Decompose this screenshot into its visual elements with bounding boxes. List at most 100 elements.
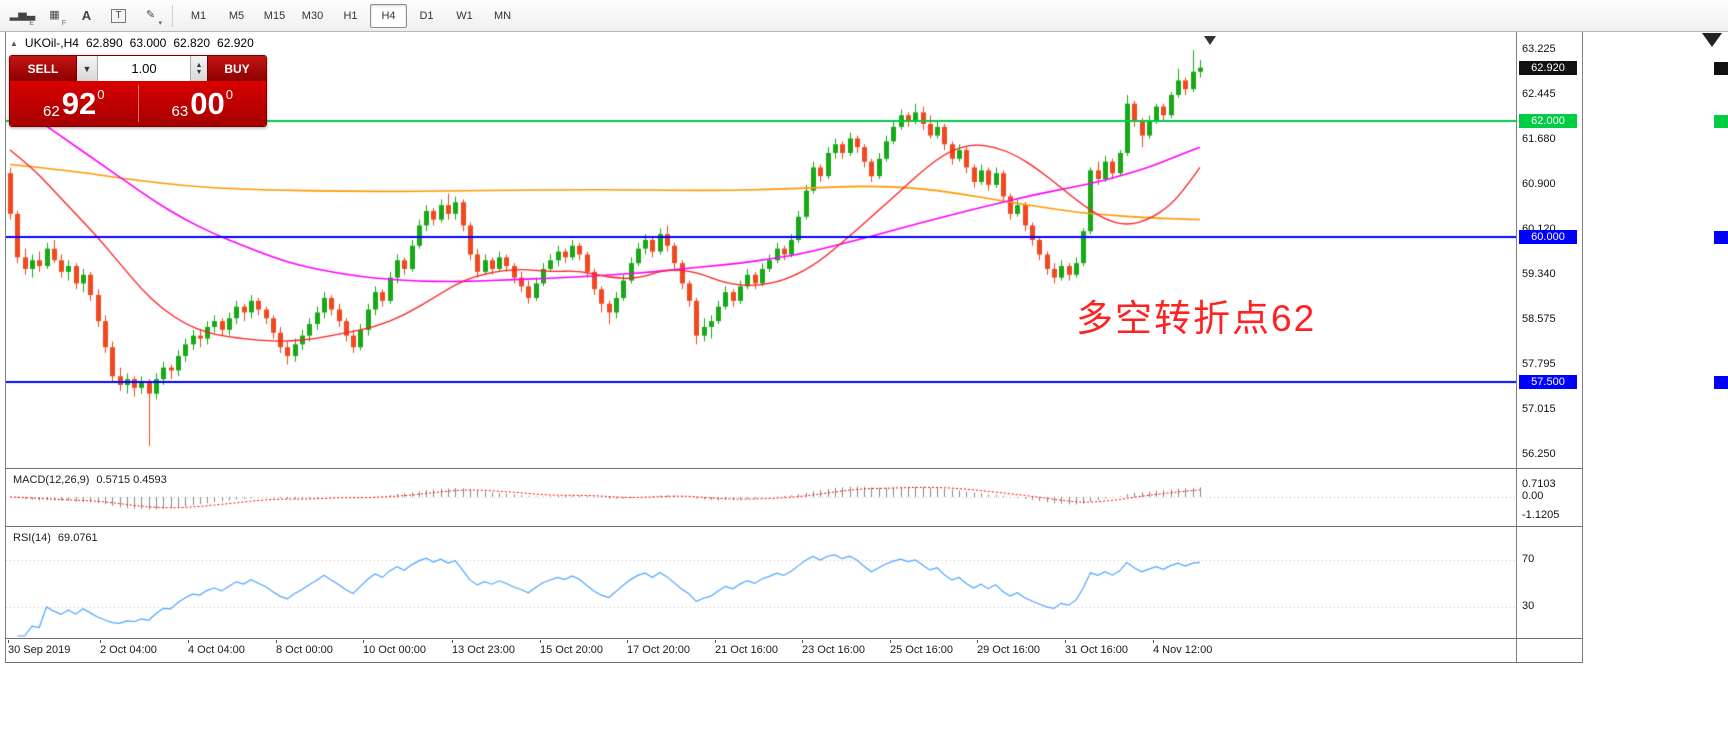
time-axis-label: 13 Oct 23:00 [452, 644, 515, 656]
timeframe-m1-button[interactable]: M1 [190, 9, 207, 22]
macd-label: MACD(12,26,9) [13, 474, 90, 486]
hline-price-tag: 62.000 [1519, 114, 1577, 129]
rsi-level-label: 70 [1522, 553, 1535, 565]
sell-price[interactable]: 62 92 0 [10, 81, 138, 126]
time-tick [715, 640, 716, 643]
time-axis-label: 17 Oct 20:00 [627, 644, 690, 656]
macd-indicator-panel[interactable] [6, 470, 1516, 526]
time-tick [363, 640, 364, 643]
time-tick [1153, 640, 1154, 643]
text-tool-a-button[interactable]: A [72, 3, 101, 29]
timeframe-mn-button[interactable]: MN [493, 9, 512, 22]
price-tick-label: 57.795 [1522, 357, 1556, 370]
time-tick [627, 640, 628, 643]
time-axis-label: 21 Oct 16:00 [715, 644, 778, 656]
time-axis-label: 31 Oct 16:00 [1065, 644, 1128, 656]
sell-price-pip: 0 [97, 87, 105, 102]
time-axis-label: 10 Oct 00:00 [363, 644, 426, 656]
draw-tool-button[interactable]: ✎ ▾ [136, 3, 165, 29]
panel-collapse-icon[interactable]: ▲ [10, 38, 18, 48]
macd-axis-label: 0.00 [1522, 490, 1544, 502]
close-value: 62.920 [217, 36, 254, 50]
trade-panel-prices: 62 92 0 63 00 0 [10, 81, 266, 126]
chart-tool-e-button[interactable]: ▂▅▃ E [8, 3, 37, 29]
timeframe-w1-button[interactable]: W1 [456, 9, 473, 22]
background-chart-shift-marker [1702, 33, 1722, 47]
main-chart-panel[interactable] [6, 32, 1516, 468]
rsi-level-label: 30 [1522, 600, 1535, 612]
price-tick-label: 63.225 [1522, 43, 1556, 55]
time-tick [1065, 640, 1066, 643]
time-axis[interactable]: 30 Sep 2019 2 Oct 04:00 4 Oct 04:00 8 Oct 0… [6, 640, 1516, 662]
volume-input[interactable]: 1.00 [98, 56, 190, 81]
time-axis-label: 4 Nov 12:00 [1153, 644, 1213, 656]
right-edge-price-marker [1714, 61, 1728, 75]
price-axis[interactable]: 63.22562.44561.68060.90060.12059.34058.5… [1516, 32, 1582, 662]
sell-price-big: 92 [61, 86, 97, 121]
chart-tool-e-badge: E [29, 19, 34, 27]
ohlc-readout: 62.890 63.000 62.820 62.920 [86, 36, 254, 50]
chart-window-left-border [5, 32, 6, 662]
time-axis-label: 8 Oct 00:00 [276, 644, 333, 656]
chart-window-bottom-border [5, 662, 1583, 663]
timeframe-d1-button[interactable]: D1 [419, 9, 434, 22]
timeframe-h4-button[interactable]: H4 [370, 3, 407, 28]
time-tick [802, 640, 803, 643]
panel-separator[interactable] [5, 526, 1583, 527]
sell-button[interactable]: SELL [10, 56, 77, 81]
text-tool-t-icon: T [111, 8, 126, 23]
time-axis-label: 30 Sep 2019 [8, 644, 71, 656]
hline-price-tag: 60.000 [1519, 230, 1577, 245]
toolbar: ▂▅▃ E ▦ F A T ✎ ▾ M1 M5 M15 M30 H1 H4 D1 W1 MN [0, 0, 1728, 32]
time-axis-label: 15 Oct 20:00 [540, 644, 603, 656]
draw-tool-icon: ✎ [145, 9, 156, 21]
right-edge-price-marker [1714, 231, 1728, 245]
macd-values: 0.5715 0.4593 [96, 474, 167, 486]
macd-axis-label: 0.7103 [1522, 477, 1556, 490]
drawing-tools-group: ▂▅▃ E ▦ F A T ✎ ▾ [8, 3, 165, 29]
timeframe-m5-button[interactable]: M5 [228, 9, 245, 22]
buy-button[interactable]: BUY [207, 56, 266, 81]
buy-price-pip: 0 [225, 87, 233, 102]
trade-panel-controls: SELL ▼ 1.00 ▲ ▼ BUY [10, 56, 266, 81]
timeframe-group: M1 M5 M15 M30 H1 H4 D1 W1 MN [180, 3, 521, 28]
symbol-name: UKOil-,H4 [24, 36, 79, 50]
chart-title: ▲ UKOil-,H4 62.890 63.000 62.820 62.920 [10, 36, 254, 50]
chevron-up-icon: ▲ [195, 61, 203, 69]
timeframe-m30-button[interactable]: M30 [301, 9, 324, 22]
price-tick-label: 56.250 [1522, 447, 1556, 460]
grid-tool-f-button[interactable]: ▦ F [40, 3, 69, 29]
chart-shift-marker[interactable] [1204, 36, 1216, 45]
rsi-indicator-panel[interactable] [6, 528, 1516, 638]
one-click-trading-panel: SELL ▼ 1.00 ▲ ▼ BUY 62 92 0 63 00 0 [9, 55, 267, 127]
time-tick [188, 640, 189, 643]
open-value: 62.890 [85, 36, 123, 50]
current-price-tag: 62.920 [1519, 60, 1577, 75]
macd-canvas[interactable] [6, 470, 1516, 526]
hline-price-tag: 57.500 [1519, 375, 1577, 390]
volume-dropdown-button[interactable]: ▼ [77, 56, 98, 81]
time-axis-label: 4 Oct 04:00 [188, 644, 245, 656]
price-tick-label: 61.680 [1522, 132, 1556, 145]
rsi-canvas[interactable] [6, 528, 1516, 638]
price-tick-label: 62.445 [1522, 88, 1556, 101]
volume-stepper[interactable]: ▲ ▼ [190, 56, 207, 81]
high-value: 63.000 [129, 36, 167, 50]
time-tick [100, 640, 101, 643]
timeframe-m15-button[interactable]: M15 [263, 9, 286, 22]
chart-window-right-border [1582, 32, 1583, 662]
buy-price[interactable]: 63 00 0 [139, 81, 267, 126]
time-tick [977, 640, 978, 643]
grid-tool-f-badge: F [61, 19, 66, 27]
draw-tool-badge: ▾ [158, 19, 162, 27]
time-tick [540, 640, 541, 643]
rsi-value: 69.0761 [57, 532, 98, 544]
panel-separator[interactable] [5, 638, 1583, 639]
price-tick-label: 58.575 [1522, 312, 1556, 325]
chevron-down-icon: ▼ [195, 68, 203, 76]
price-tick-label: 60.900 [1522, 177, 1556, 190]
timeframe-h1-button[interactable]: H1 [343, 9, 358, 22]
time-tick [8, 640, 9, 643]
text-tool-t-button[interactable]: T [104, 3, 133, 29]
panel-separator[interactable] [5, 468, 1583, 469]
